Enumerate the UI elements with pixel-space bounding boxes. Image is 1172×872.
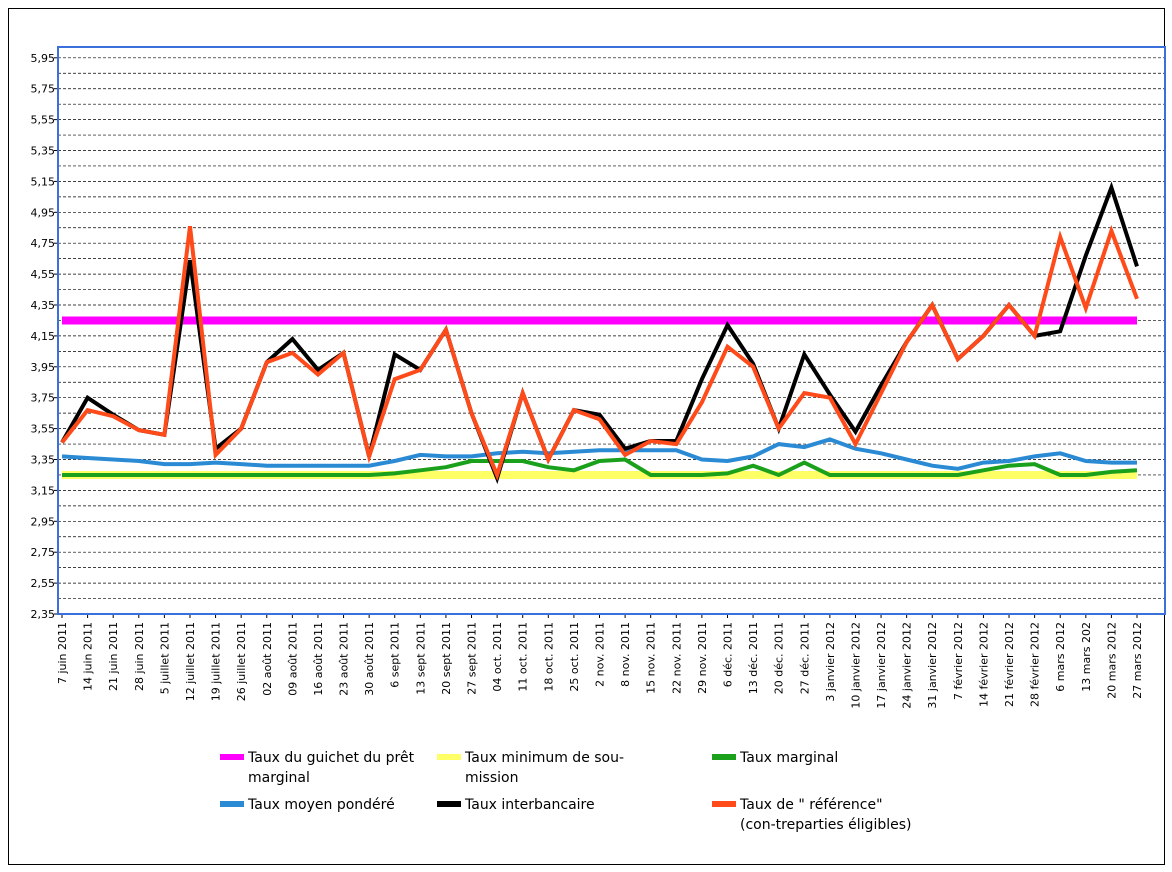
x-tick-label: 7 juin 2011	[56, 622, 69, 684]
x-tick-label: 28 juin 2011	[133, 622, 146, 691]
legend-entry: Taux interbancaire	[437, 795, 637, 815]
x-tick-label: 24 janvier 2012	[901, 622, 914, 709]
x-tick-label: 27 déc. 2011	[798, 622, 811, 694]
series-line	[61, 437, 1137, 471]
x-tick-label: 8 nov. 2011	[619, 622, 632, 687]
series-line	[62, 457, 1138, 478]
legend-swatch	[220, 754, 244, 760]
y-tick-label: 2,75	[31, 546, 56, 559]
legend-label: Taux marginal	[740, 750, 839, 766]
y-tick-label: 3,95	[31, 361, 56, 374]
x-tick-label: 17 janvier 2012	[875, 622, 888, 709]
legend-entry: Taux moyen pondéré	[220, 795, 420, 815]
x-tick-label: 25 oct. 2011	[568, 622, 581, 692]
x-tick-label: 7 février 2012	[952, 622, 965, 700]
x-tick-label: 19 juillet 2011	[210, 622, 223, 701]
x-tick-label: 31 janvier 2012	[926, 622, 939, 709]
x-tick-label: 10 janvier 2012	[849, 622, 862, 709]
y-tick-label: 4,95	[31, 206, 56, 219]
y-tick-label: 5,75	[31, 83, 56, 96]
x-tick-label: 12 juillet 2011	[184, 622, 197, 701]
x-tick-label: 13 sept 2011	[414, 622, 427, 695]
x-tick-label: 30 août 2011	[363, 622, 376, 696]
y-tick-label: 2,35	[31, 608, 56, 621]
x-tick-label: 2 nov. 2011	[594, 622, 607, 687]
x-tick-label: 04 oct. 2011	[491, 622, 504, 692]
x-tick-label: 20 déc. 2011	[773, 622, 786, 694]
y-tick-label: 3,75	[31, 392, 56, 405]
series-line	[60, 224, 1139, 481]
legend-swatch	[220, 801, 244, 807]
legend-entry: Taux de " référence" (con-treparties éli…	[712, 795, 912, 835]
x-tick-label: 14 juin 2011	[82, 622, 95, 691]
x-tick-label: 27 mars 2012	[1131, 622, 1144, 699]
plot-frame	[57, 46, 1166, 615]
legend-label: Taux minimum de sou-mission	[465, 750, 625, 786]
y-tick-label: 4,75	[31, 237, 56, 250]
x-tick-label: 16 août 2011	[312, 622, 325, 696]
x-tick-label: 6 mars 2012	[1054, 622, 1067, 692]
x-tick-label: 29 nov. 2011	[696, 622, 709, 694]
legend-label: Taux interbancaire	[465, 797, 595, 813]
y-tick-label: 5,35	[31, 145, 56, 158]
legend-swatch	[437, 754, 461, 760]
legend-label: Taux moyen pondéré	[248, 797, 395, 813]
x-tick-label: 26 juillet 2011	[235, 622, 248, 701]
y-tick-label: 3,55	[31, 423, 56, 436]
x-tick-label: 18 oct. 2011	[542, 622, 555, 692]
x-tick-label: 6 sept 2011	[389, 622, 402, 688]
y-tick-label: 4,55	[31, 268, 56, 281]
x-tick-label: 13 déc. 2011	[747, 622, 760, 694]
legend-entry: Taux marginal	[712, 748, 912, 768]
x-tick-label: 20 sept 2011	[440, 622, 453, 695]
y-tick-label: 5,95	[31, 52, 56, 65]
y-tick-label: 2,55	[31, 577, 56, 590]
x-tick-label: 5 juillet 2011	[158, 622, 171, 694]
x-tick-label: 6 déc. 2011	[721, 622, 734, 687]
y-tick-label: 4,15	[31, 330, 56, 343]
x-tick-label: 28 février 2012	[1029, 622, 1042, 707]
x-tick-label: 02 août 2011	[261, 622, 274, 696]
y-tick-label: 5,55	[31, 114, 56, 127]
chart-frame	[8, 8, 1165, 865]
series-line	[60, 181, 1139, 485]
x-tick-label: 22 nov. 2011	[670, 622, 683, 694]
y-tick-label: 5,15	[31, 175, 56, 188]
x-tick-label: 15 nov. 2011	[645, 622, 658, 694]
x-tick-label: 09 août 2011	[286, 622, 299, 696]
y-tick-label: 4,35	[31, 299, 56, 312]
legend-swatch	[712, 801, 736, 807]
y-tick-label: 3,35	[31, 454, 56, 467]
legend-entry: Taux minimum de sou-mission	[437, 748, 637, 788]
x-tick-label: 14 février 2012	[977, 622, 990, 707]
x-tick-label: 21 juin 2011	[107, 622, 120, 691]
y-tick-label: 3,15	[31, 484, 56, 497]
x-tick-label: 27 sept 2011	[466, 622, 479, 695]
legend-swatch	[437, 801, 461, 807]
legend-entry: Taux du guichet du prêt marginal	[220, 748, 420, 788]
x-tick-label: 13 mars 202	[1080, 622, 1093, 692]
x-tick-label: 11 oct. 2011	[517, 622, 530, 692]
legend-swatch	[712, 754, 736, 760]
legend-label: Taux du guichet du prêt marginal	[248, 750, 415, 786]
x-tick-label: 21 février 2012	[1003, 622, 1016, 707]
x-tick-label: 23 août 2011	[338, 622, 351, 696]
y-tick-label: 2,95	[31, 515, 56, 528]
x-tick-label: 3 janvier 2012	[824, 622, 837, 702]
x-tick-label: 20 mars 2012	[1105, 622, 1118, 699]
legend-label: Taux de " référence" (con-treparties éli…	[740, 797, 912, 833]
